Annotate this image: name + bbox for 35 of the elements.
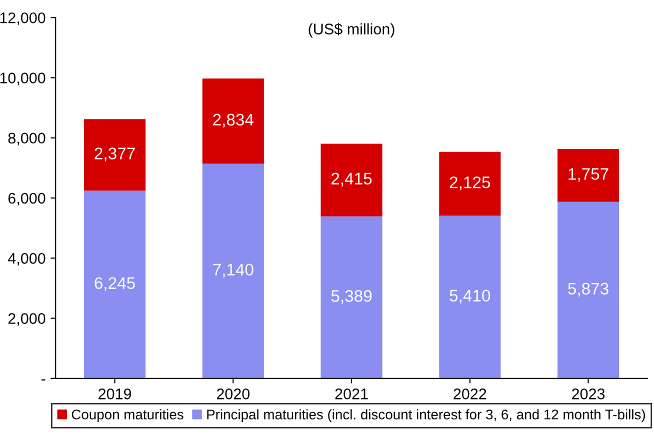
data-label: 2,415 (332, 172, 372, 187)
bar (557, 202, 620, 378)
data-label: 6,245 (94, 277, 135, 291)
x-tick-label: 2019 (98, 388, 132, 400)
bar (439, 216, 501, 378)
x-tick-label: 2020 (216, 388, 250, 400)
x-tick-label: 2022 (454, 388, 486, 400)
y-tick-label: 6,000 (8, 192, 46, 206)
y-tick-label: 12,000 (0, 12, 46, 26)
y-tick-label: 8,000 (8, 132, 46, 146)
data-label: 5,389 (331, 290, 372, 304)
chart-subtitle: (US$ million) (308, 23, 394, 38)
x-tick-label: 2023 (572, 388, 605, 400)
bar (84, 190, 146, 378)
y-tick-label: 4,000 (8, 253, 46, 266)
y-tick-label: - (41, 379, 46, 380)
bar (439, 152, 501, 216)
legend-label: Principal maturities (incl. discount interest for 3, 6, and 12 month T-bills) (207, 409, 645, 422)
bar (320, 144, 382, 216)
x-tick-label: 2021 (335, 388, 368, 400)
bar (202, 78, 264, 164)
data-label: 2,377 (94, 148, 135, 162)
data-label: 2,125 (450, 176, 490, 190)
data-label: 7,140 (213, 264, 254, 278)
data-label: 5,410 (450, 290, 490, 304)
bar (202, 164, 264, 378)
data-label: 1,757 (568, 168, 608, 182)
y-tick-label: 2,000 (8, 313, 46, 326)
bar (557, 148, 620, 202)
data-label: 5,873 (568, 282, 608, 297)
data-label: 2,834 (213, 114, 254, 128)
bar (320, 216, 382, 378)
legend-label: Coupon maturities (72, 409, 184, 422)
bar (84, 119, 146, 191)
y-tick-label: 10,000 (0, 72, 46, 86)
